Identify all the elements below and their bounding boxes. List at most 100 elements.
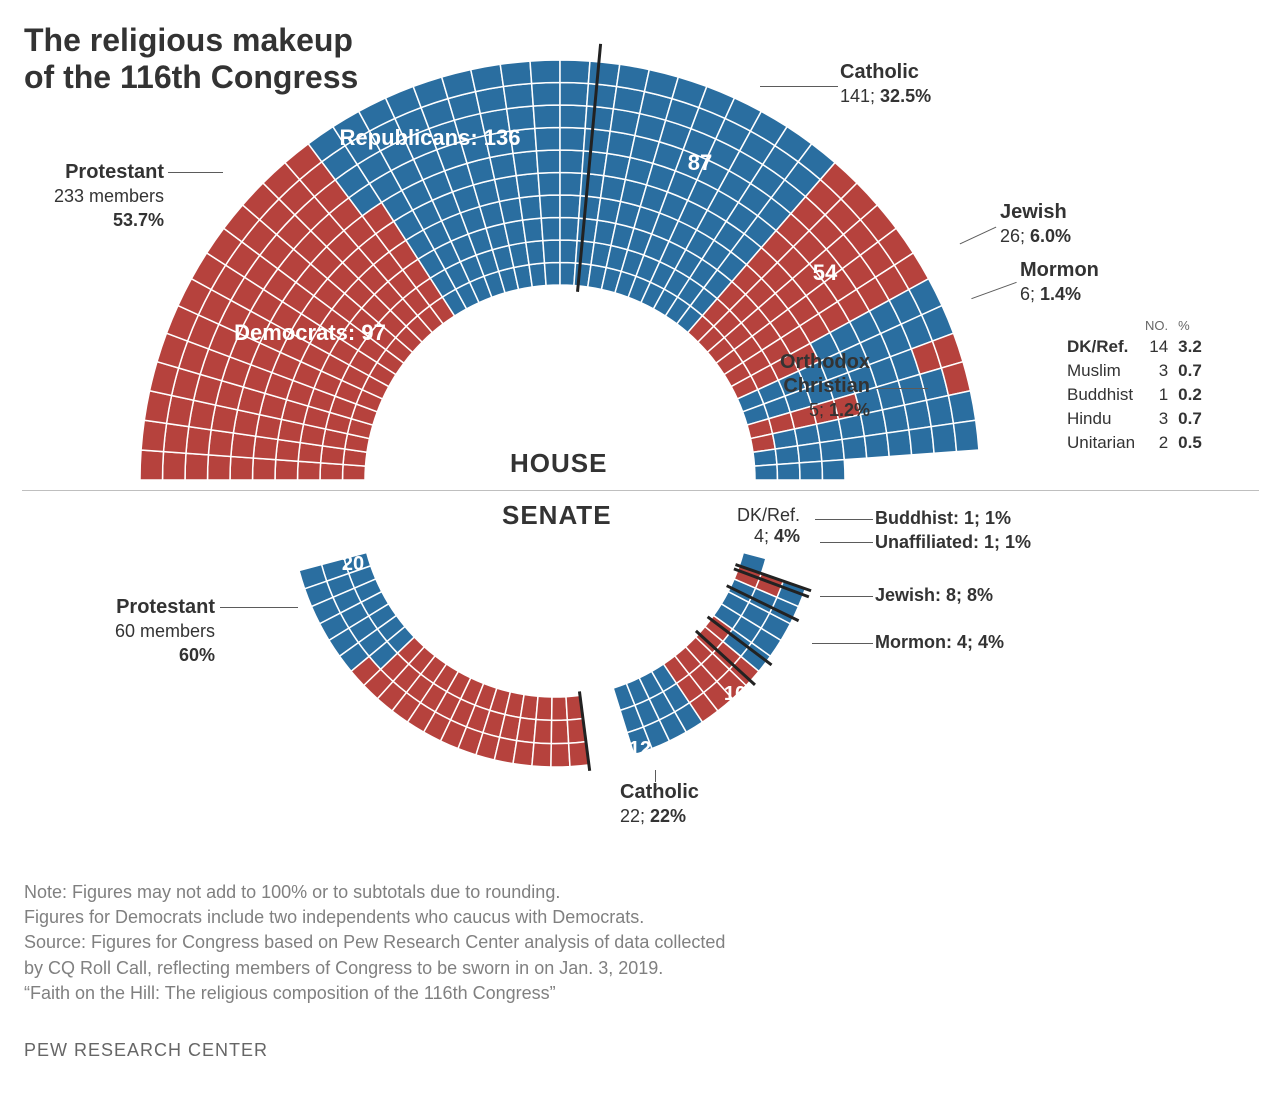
senate-dkref-label: DK/Ref. 4; 4% [710, 505, 800, 547]
seat-cell [552, 697, 568, 721]
seat-cell [526, 241, 545, 265]
seat-cell [513, 151, 538, 176]
seat-cell [140, 450, 164, 480]
seat-cell [560, 128, 585, 151]
seat-cell [533, 105, 560, 128]
seat-cell [864, 433, 889, 458]
seat-cell [582, 151, 607, 176]
seat-cell [560, 150, 584, 173]
seat-cell [580, 173, 603, 198]
seat-cell [208, 455, 231, 480]
house-protestant-label: Protestant 233 members 53.7% [24, 160, 164, 232]
seat-cell [584, 128, 611, 153]
seat-cell [909, 427, 934, 455]
seat-cell [543, 240, 560, 263]
seat-cell [516, 173, 539, 198]
seat-cell [536, 696, 552, 720]
inner-label: Democrats: 97 [234, 320, 386, 345]
seat-cell [519, 196, 541, 220]
seat-cell [163, 452, 186, 480]
senate-mormon-label: Mormon: 4; 4% [875, 632, 1004, 653]
house-small-religions-table: NO.%DK/Ref.143.2Muslim30.7Buddhist10.2Hi… [1065, 315, 1212, 456]
seat-cell [948, 391, 975, 424]
seat-cell [208, 430, 233, 457]
seat-cell [560, 60, 590, 84]
seat-cell [141, 420, 166, 451]
seat-cell [253, 458, 276, 480]
senate-buddhist-label: Buddhist: 1; 1% [875, 508, 1011, 529]
house-catholic-label: Catholic 141; 32.5% [840, 60, 931, 108]
seat-cell [185, 453, 208, 480]
seat-cell [298, 461, 321, 480]
seat-cell [560, 218, 579, 241]
house-label: HOUSE [510, 448, 607, 479]
seat-cell [320, 463, 343, 480]
seat-cell [560, 105, 587, 128]
seat-cell [534, 720, 552, 744]
seat-cell [560, 83, 588, 106]
leader-line [760, 86, 838, 87]
seat-cell [532, 83, 560, 106]
seat-cell [817, 419, 843, 442]
senate-catholic-label: Catholic 22; 22% [620, 780, 699, 828]
seat-cell [532, 743, 551, 767]
seat-cell [538, 173, 560, 196]
seat-cell [144, 391, 171, 424]
senate-arc-chart: 20401210 [0, 490, 1281, 910]
seat-cell [500, 61, 531, 86]
seat-cell [529, 263, 546, 287]
inner-label: 20 [342, 553, 364, 575]
seat-cell [799, 461, 822, 480]
seat-cell [253, 436, 278, 459]
seat-cell [186, 427, 211, 455]
seat-cell [588, 61, 619, 86]
seat-cell [230, 456, 253, 480]
house-jewish-label: Jewish 26; 6.0% [1000, 200, 1071, 248]
seat-cell [535, 128, 560, 151]
seat-cell [164, 423, 189, 453]
inner-label: 10 [724, 683, 746, 705]
house-orthodox-label: Orthodox Christian 5; 1.2% [760, 350, 870, 422]
leader-line [815, 519, 873, 520]
seat-cell [471, 64, 504, 91]
leader-line [655, 770, 656, 782]
senate-protestant-label: Protestant 60 members 60% [75, 595, 215, 667]
seat-cell [541, 218, 560, 241]
house-mormon-label: Mormon 6; 1.4% [1020, 258, 1099, 306]
seat-cell [503, 84, 533, 109]
seat-cell [551, 720, 568, 744]
inner-label: 40 [409, 733, 431, 755]
inner-label: 87 [688, 150, 712, 175]
seat-cell [842, 436, 867, 459]
seat-cell [585, 106, 613, 131]
senate-unaffiliated-label: Unaffiliated: 1; 1% [875, 532, 1031, 553]
seat-cell [520, 695, 538, 720]
seat-cell [551, 743, 570, 767]
senate-jewish-label: Jewish: 8; 8% [875, 585, 993, 606]
seat-cell [530, 60, 560, 84]
seat-cell [560, 173, 582, 196]
inner-label: Republicans: 136 [340, 125, 521, 150]
seat-cell [343, 464, 366, 480]
seat-cell [775, 446, 799, 465]
seat-cell [887, 430, 912, 457]
seat-cell [560, 263, 576, 286]
seat-cell [587, 84, 617, 109]
seat-cell [523, 218, 543, 242]
seat-cell [777, 463, 800, 480]
chart-notes: Note: Figures may not add to 100% or to … [24, 880, 725, 1006]
seat-cell [931, 423, 956, 453]
seat-cell [560, 240, 577, 263]
seat-cell [513, 741, 534, 766]
leader-line [812, 643, 873, 644]
seat-cell [499, 198, 522, 224]
leader-line [168, 172, 223, 173]
seat-cell [755, 464, 778, 480]
seat-cell [953, 420, 978, 451]
seat-cell [536, 150, 560, 173]
leader-line [820, 542, 873, 543]
seat-cell [560, 195, 580, 218]
seat-cell [517, 718, 536, 743]
seat-cell [540, 195, 560, 218]
seat-cell [231, 433, 256, 458]
